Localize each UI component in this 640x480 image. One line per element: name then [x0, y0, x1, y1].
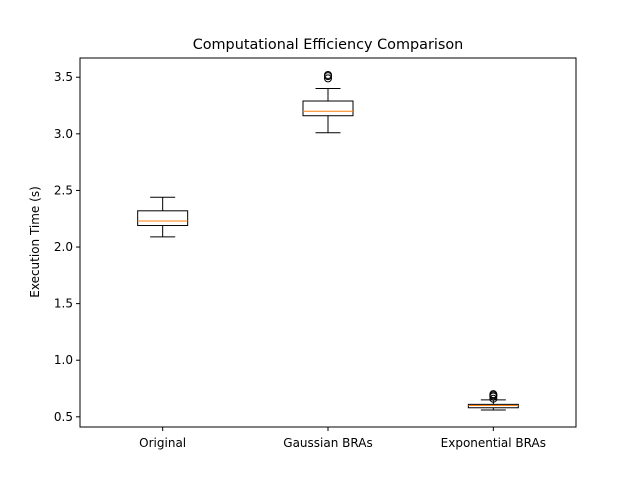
y-tick-label: 3.5	[54, 70, 73, 84]
outlier-point	[324, 74, 332, 83]
x-tick-label: Original	[139, 436, 186, 450]
y-tick-label: 0.5	[54, 410, 73, 424]
y-tick-label: 1.0	[54, 353, 73, 367]
box-iqr	[467, 403, 519, 409]
outlier-point	[489, 394, 498, 403]
box-iqr	[302, 100, 354, 117]
y-axis-label: Execution Time (s)	[28, 186, 42, 298]
axes-frame	[79, 57, 577, 428]
y-tick-label: 2.0	[54, 240, 73, 254]
outlier-point	[489, 390, 498, 399]
box-iqr	[137, 210, 189, 227]
outlier-point	[324, 70, 332, 79]
chart-title: Computational Efficiency Comparison	[193, 37, 464, 53]
x-tick-label: Gaussian BRAs	[283, 436, 372, 450]
x-tick-label: Exponential BRAs	[441, 436, 546, 450]
y-tick-label: 1.5	[54, 297, 73, 311]
y-tick-label: 2.5	[54, 183, 73, 197]
plot-area: 0.5 1.0 1.5 2.0 2.5 3.0 3.5 Original Gaussian BR…	[54, 70, 546, 450]
y-tick-label: 3.0	[54, 127, 73, 141]
